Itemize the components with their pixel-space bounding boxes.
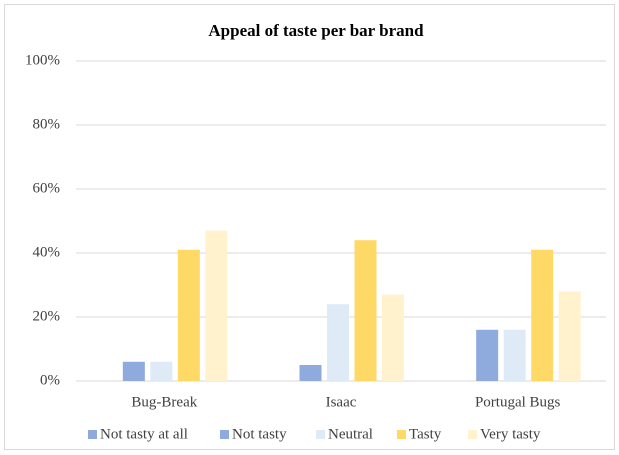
y-tick-label: 80% bbox=[33, 116, 61, 132]
bar bbox=[205, 230, 228, 381]
bar bbox=[476, 329, 499, 381]
y-tick-label: 20% bbox=[33, 308, 61, 324]
legend-label: Not tasty at all bbox=[100, 426, 188, 442]
x-tick-label: Bug-Break bbox=[131, 394, 197, 410]
legend-swatch bbox=[316, 430, 325, 439]
bar bbox=[150, 361, 173, 381]
legend-label: Very tasty bbox=[480, 426, 541, 442]
bar bbox=[531, 249, 554, 381]
legend-swatch bbox=[397, 430, 406, 439]
y-tick-label: 0% bbox=[40, 372, 60, 388]
bar bbox=[177, 249, 200, 381]
legend-label: Tasty bbox=[409, 426, 442, 442]
bar bbox=[382, 294, 404, 381]
x-tick-label: Portugal Bugs bbox=[475, 394, 561, 410]
legend-swatch bbox=[88, 430, 97, 439]
legend-label: Neutral bbox=[328, 426, 373, 442]
legend-swatch bbox=[468, 430, 477, 439]
y-tick-label: 60% bbox=[33, 180, 61, 196]
legend-label: Not tasty bbox=[232, 426, 287, 442]
chart-title: Appeal of taste per bar brand bbox=[208, 21, 424, 40]
chart-border bbox=[4, 4, 615, 450]
bar bbox=[354, 240, 377, 381]
bar bbox=[327, 304, 349, 381]
legend-swatch bbox=[220, 430, 229, 439]
bar bbox=[558, 291, 581, 381]
bar bbox=[503, 329, 526, 381]
bar bbox=[299, 365, 322, 381]
x-tick-label: Isaac bbox=[326, 394, 357, 410]
y-tick-label: 100% bbox=[25, 52, 60, 68]
y-tick-label: 40% bbox=[33, 244, 61, 260]
bar bbox=[122, 361, 145, 381]
